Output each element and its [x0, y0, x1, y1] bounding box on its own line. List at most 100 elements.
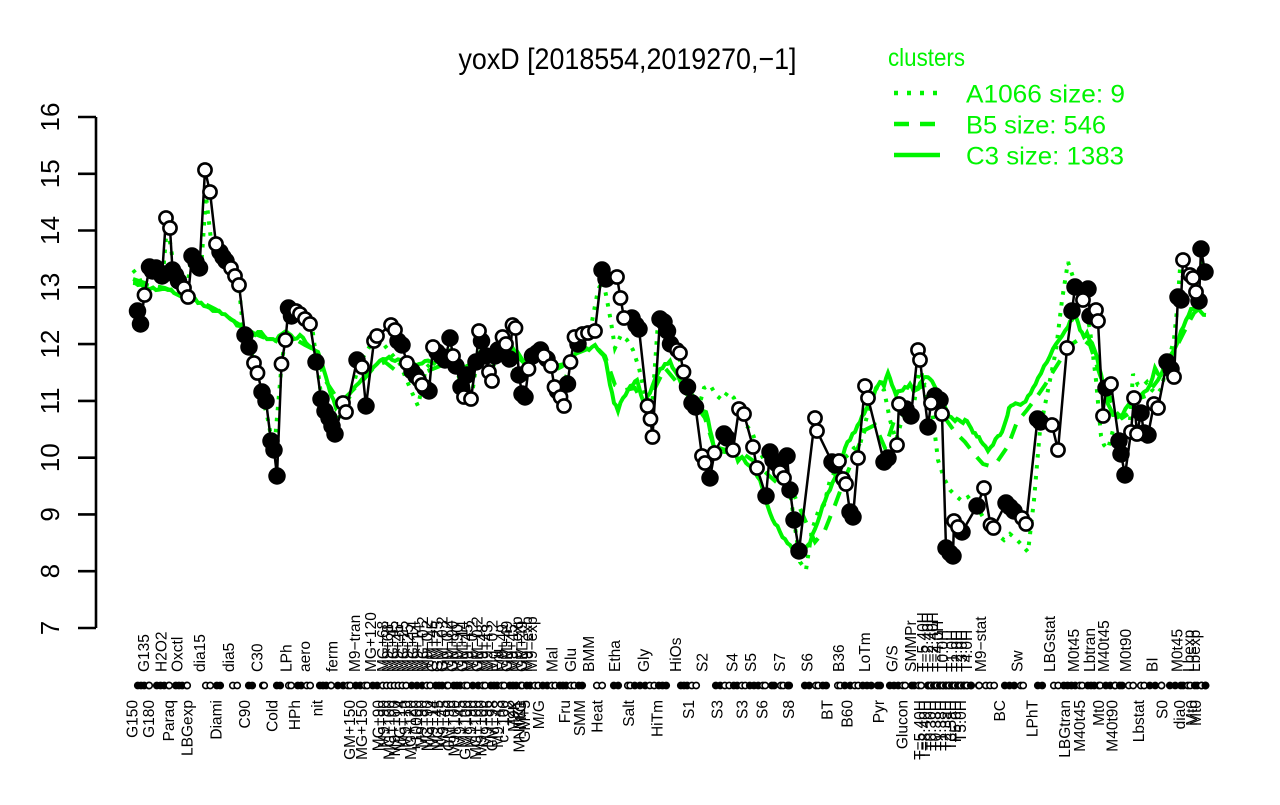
svg-text:GM−0.2: GM−0.2: [469, 616, 486, 672]
svg-text:B60: B60: [840, 700, 857, 728]
svg-text:SMM: SMM: [572, 700, 589, 736]
svg-text:MG+90: MG+90: [371, 700, 388, 752]
svg-text:F5.0H: F5.0H: [948, 700, 965, 742]
svg-text:LPh: LPh: [278, 644, 295, 672]
svg-text:M9+68: M9+68: [380, 624, 397, 672]
svg-text:T2.3aH: T2.3aH: [938, 700, 955, 751]
svg-text:M9+90: M9+90: [414, 700, 431, 748]
svg-text:MG+90: MG+90: [419, 700, 436, 752]
svg-text:G135: G135: [136, 634, 153, 672]
svg-text:A1066 size: 9: A1066 size: 9: [966, 81, 1125, 109]
svg-text:T5.0H: T5.0H: [953, 700, 970, 742]
svg-text:M9−exp: M9−exp: [524, 616, 541, 672]
svg-text:C90: C90: [237, 700, 254, 729]
svg-text:16: 16: [35, 103, 65, 132]
svg-text:M9−0.2: M9−0.2: [465, 620, 482, 672]
svg-text:M9+14: M9+14: [425, 700, 442, 748]
svg-text:LBGstat: LBGstat: [1042, 615, 1059, 672]
svg-text:G180: G180: [141, 700, 158, 738]
svg-text:13: 13: [35, 273, 65, 302]
svg-text:GM+90: GM+90: [441, 700, 458, 752]
svg-text:M9+90: M9+90: [376, 700, 393, 748]
svg-text:S6: S6: [755, 700, 772, 719]
svg-text:MG+100: MG+100: [381, 700, 398, 760]
svg-text:M/G: M/G: [513, 700, 530, 729]
svg-text:Heat: Heat: [590, 699, 607, 732]
svg-text:dia0: dia0: [1172, 700, 1189, 730]
svg-text:S0: S0: [1155, 700, 1172, 719]
svg-text:M9+45: M9+45: [460, 624, 477, 672]
svg-text:T1.38H: T1.38H: [933, 700, 950, 751]
svg-text:Mt0: Mt0: [1184, 700, 1201, 726]
svg-text:Lbexp: Lbexp: [1181, 630, 1198, 672]
svg-text:T4.0H: T4.0H: [959, 630, 976, 672]
svg-text:MG+14: MG+14: [392, 700, 409, 752]
svg-text:M9+43: M9+43: [490, 700, 507, 748]
svg-text:GM+45: GM+45: [425, 621, 442, 672]
svg-text:M9−exp: M9−exp: [509, 616, 526, 672]
svg-text:M9+45: M9+45: [504, 624, 521, 672]
svg-text:Lbexp: Lbexp: [1187, 630, 1204, 672]
svg-text:M9+100: M9+100: [474, 700, 491, 757]
svg-text:Glu: Glu: [563, 648, 580, 672]
svg-text:M9+96: M9+96: [479, 700, 496, 748]
svg-text:M40t90: M40t90: [1105, 700, 1122, 752]
svg-text:GM+49: GM+49: [499, 621, 516, 672]
svg-text:11: 11: [35, 387, 65, 414]
svg-text:clusters: clusters: [888, 44, 965, 72]
svg-text:M40t45: M40t45: [1096, 620, 1113, 672]
svg-text:M9−0.2: M9−0.2: [440, 620, 457, 672]
svg-text:8: 8: [35, 564, 65, 578]
svg-text:T1.0H: T1.0H: [944, 630, 961, 672]
svg-text:B36: B36: [831, 644, 848, 672]
svg-text:dia15: dia15: [192, 634, 209, 672]
svg-text:Pyr: Pyr: [871, 700, 888, 723]
svg-text:T3.5aH: T3.5aH: [943, 700, 960, 751]
svg-text:M9+45: M9+45: [452, 700, 469, 748]
svg-text:+10000: +10000: [409, 700, 426, 753]
svg-text:S7: S7: [772, 653, 789, 672]
svg-text:G150: G150: [125, 700, 142, 738]
svg-text:dia5: dia5: [221, 643, 238, 672]
svg-text:MG−0.2: MG−0.2: [415, 616, 432, 672]
svg-text:GM+98: GM+98: [485, 700, 502, 751]
svg-text:M9+90: M9+90: [463, 700, 480, 748]
svg-text:M/G: M/G: [531, 700, 548, 729]
svg-text:T=5.40H: T=5.40H: [912, 700, 929, 760]
svg-text:BT: BT: [820, 699, 837, 719]
svg-text:GM+49: GM+49: [514, 621, 531, 672]
svg-text:M9+10: M9+10: [398, 700, 415, 748]
svg-text:M9+100: M9+100: [387, 700, 404, 757]
svg-text:nit: nit: [310, 699, 327, 716]
svg-text:M9+45: M9+45: [390, 624, 407, 672]
svg-text:c−100: c−100: [495, 700, 512, 743]
svg-text:Mg−0.2: Mg−0.2: [484, 620, 501, 672]
svg-text:LBGexp: LBGexp: [180, 700, 197, 756]
svg-text:MNTK1: MNTK1: [512, 700, 529, 753]
svg-text:T3.0H: T3.0H: [954, 630, 971, 672]
svg-text:MG+68: MG+68: [375, 621, 392, 672]
svg-text:T−5.40H: T−5.40H: [915, 612, 932, 672]
svg-text:M9K: M9K: [506, 699, 523, 732]
svg-text:Fru: Fru: [557, 700, 574, 723]
svg-text:T0.30H: T0.30H: [923, 700, 940, 751]
svg-text:S3: S3: [735, 700, 752, 719]
svg-text:ferm: ferm: [325, 641, 342, 672]
svg-text:S1: S1: [681, 700, 698, 719]
svg-text:T=2.40H: T=2.40H: [920, 612, 937, 672]
svg-text:SMMPr: SMMPr: [903, 620, 920, 672]
svg-text:Mal: Mal: [545, 647, 562, 672]
svg-text:BI: BI: [1145, 657, 1162, 672]
svg-text:MG+14: MG+14: [405, 620, 422, 672]
svg-text:T−2.40H: T−2.40H: [925, 612, 942, 672]
svg-text:MG+120: MG+120: [363, 612, 380, 672]
svg-text:HiTm: HiTm: [650, 700, 667, 737]
svg-text:Fru: Fru: [489, 649, 506, 672]
svg-text:B5 size: 546: B5 size: 546: [966, 112, 1106, 140]
svg-text:Oxctl: Oxctl: [170, 637, 187, 672]
svg-text:S6: S6: [800, 653, 817, 672]
svg-text:9: 9: [35, 507, 65, 521]
svg-text:LPhT: LPhT: [1025, 699, 1042, 737]
svg-text:M9+48: M9+48: [474, 624, 491, 672]
svg-text:Sw: Sw: [1010, 650, 1027, 672]
